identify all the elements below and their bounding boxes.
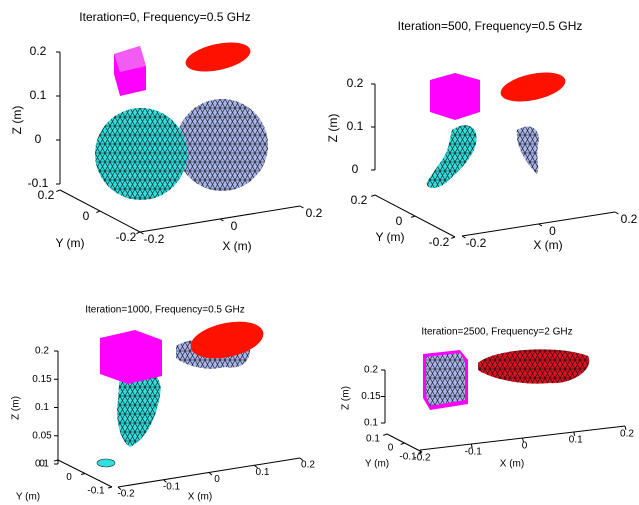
y-tick — [411, 216, 415, 217]
z-tick-label: 0 — [352, 162, 359, 176]
figure: Iteration=0, Frequency=0.5 GHz -0.2 0 0.2 X … — [0, 0, 639, 505]
chart-title: Iteration=0, Frequency=0.5 GHz — [79, 10, 250, 24]
y-axis-label: Y (m) — [55, 236, 84, 250]
z-tick-label: 0 — [35, 132, 42, 146]
z-tick-label: 0.05 — [32, 430, 52, 441]
y-tick — [401, 443, 405, 444]
x-tick — [209, 473, 212, 476]
z-axis-label: Z (m) — [341, 386, 352, 410]
x-axis-label: X (m) — [533, 238, 562, 252]
y-tick — [136, 232, 140, 234]
x-tick — [539, 224, 542, 226]
chart-title: Iteration=2500, Frequency=2 GHz — [421, 327, 572, 338]
x-tick-label: -0.2 — [144, 232, 165, 246]
panel-3-shapes — [97, 316, 267, 467]
x-tick — [220, 219, 223, 221]
y-tick-label: 0.2 — [38, 188, 55, 202]
x-tick-label: 0.2 — [620, 429, 634, 440]
x-tick-label: -0.1 — [465, 447, 483, 458]
x-tick-label: -0.1 — [163, 481, 181, 492]
x-tick-label: -0.2 — [466, 236, 487, 250]
x-tick-label: 0.2 — [301, 460, 315, 471]
y-tick — [96, 211, 100, 213]
y-tick-label: 0.2 — [351, 193, 368, 207]
y-tick-label: 0 — [83, 209, 90, 223]
y-tick-label: -0.1 — [87, 486, 105, 497]
z-tick-label: 0.2 — [347, 76, 364, 90]
x-tick-label: 0 — [522, 441, 528, 452]
panel-2-shapes — [427, 67, 568, 188]
z-tick-label: 0.2 — [364, 365, 378, 376]
chart-title: Iteration=500, Frequency=0.5 GHz — [398, 19, 583, 33]
z-tick-label: 0.2 — [30, 44, 47, 58]
z-tick-label: 0.15 — [361, 391, 381, 402]
y-tick-label: 0 — [388, 443, 394, 454]
y-tick — [383, 434, 387, 435]
panel-1-shapes — [95, 37, 268, 200]
x-tick-label: -0.2 — [117, 489, 135, 500]
z-tick-label: 0 — [39, 459, 45, 470]
blob-mesh — [427, 125, 477, 188]
blob — [97, 459, 115, 467]
chart-title: Iteration=1000, Frequency=0.5 GHz — [85, 305, 245, 316]
y-tick-label: -0.1 — [399, 452, 417, 463]
x-axis-label: X (m) — [188, 492, 212, 503]
y-tick — [108, 487, 112, 488]
z-axis-label: Z (m) — [10, 106, 24, 135]
y-tick-label: -0.2 — [116, 230, 137, 244]
cube — [430, 73, 480, 120]
plate — [183, 37, 253, 76]
x-tick-label: 0.1 — [569, 435, 583, 446]
y-tick-label: 0 — [66, 472, 72, 483]
y-tick — [451, 237, 455, 238]
y-axis-label: Y (m) — [375, 230, 404, 244]
x-tick-label: 0 — [214, 474, 220, 485]
z-tick-label: 0.1 — [347, 119, 364, 133]
cube — [100, 330, 162, 384]
y-axis-label: Y (m) — [16, 492, 40, 503]
blob-mesh — [517, 126, 539, 174]
x-tick-label: 0.2 — [621, 212, 638, 226]
x-axis-label: X (m) — [500, 459, 524, 470]
y-tick — [81, 474, 85, 475]
y-tick-label: -0.2 — [429, 235, 450, 249]
z-tick-label: 0.2 — [35, 346, 49, 357]
x-tick-label: 0 — [549, 224, 556, 238]
y-tick — [56, 190, 60, 192]
z-tick-label: 0.1 — [35, 402, 49, 413]
y-tick — [371, 195, 375, 196]
z-axis-label: Z (m) — [326, 114, 340, 143]
x-tick — [615, 212, 618, 214]
sphere-mesh — [176, 99, 268, 191]
panel-4-shapes — [423, 349, 589, 410]
z-tick-label: 0.15 — [32, 374, 52, 385]
y-tick — [54, 460, 58, 461]
blob-mesh — [478, 349, 589, 383]
sphere-mesh — [95, 108, 187, 200]
cube-mesh — [426, 353, 465, 406]
x-tick-label: 0 — [231, 219, 238, 233]
z-tick-label: 0.1 — [364, 418, 378, 429]
z-tick-label: -0.1 — [28, 176, 49, 190]
x-tick-label: 0.2 — [306, 206, 323, 220]
y-axis-label: Y (m) — [365, 459, 389, 470]
y-tick-label: 0 — [396, 214, 403, 228]
x-axis-label: X (m) — [222, 239, 251, 253]
z-axis-label: Z (m) — [11, 396, 22, 420]
x-tick-label: 0.1 — [256, 467, 270, 478]
y-tick-label: 0.1 — [366, 434, 380, 445]
z-tick-label: 0.1 — [30, 88, 47, 102]
plate — [498, 67, 568, 106]
x-tick — [300, 206, 303, 208]
